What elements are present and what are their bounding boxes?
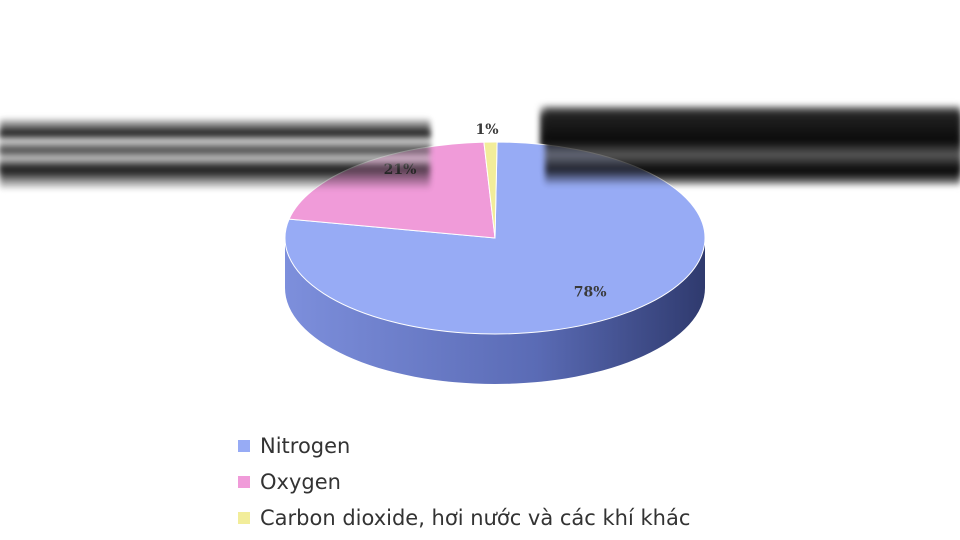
legend-item-nitrogen: Nitrogen	[238, 428, 690, 464]
legend-swatch	[238, 512, 250, 524]
legend-swatch	[238, 476, 250, 488]
legend-swatch	[238, 440, 250, 452]
legend-label: Carbon dioxide, hơi nước và các khí khác	[260, 506, 691, 530]
legend: Nitrogen Oxygen Carbon dioxide, hơi nước…	[238, 428, 690, 536]
data-label-2: 1%	[475, 122, 498, 138]
pie-side-0	[285, 238, 705, 384]
legend-item-other-gases: Carbon dioxide, hơi nước và các khí khác	[238, 500, 690, 536]
pie-chart: 78%21%1%	[284, 122, 706, 384]
chart: 78%21%1%	[0, 104, 960, 384]
legend-item-oxygen: Oxygen	[238, 464, 690, 500]
legend-label: Oxygen	[260, 470, 341, 494]
data-label-0: 78%	[574, 285, 607, 301]
pie-slice-2	[483, 141, 498, 239]
legend-label: Nitrogen	[260, 434, 351, 458]
